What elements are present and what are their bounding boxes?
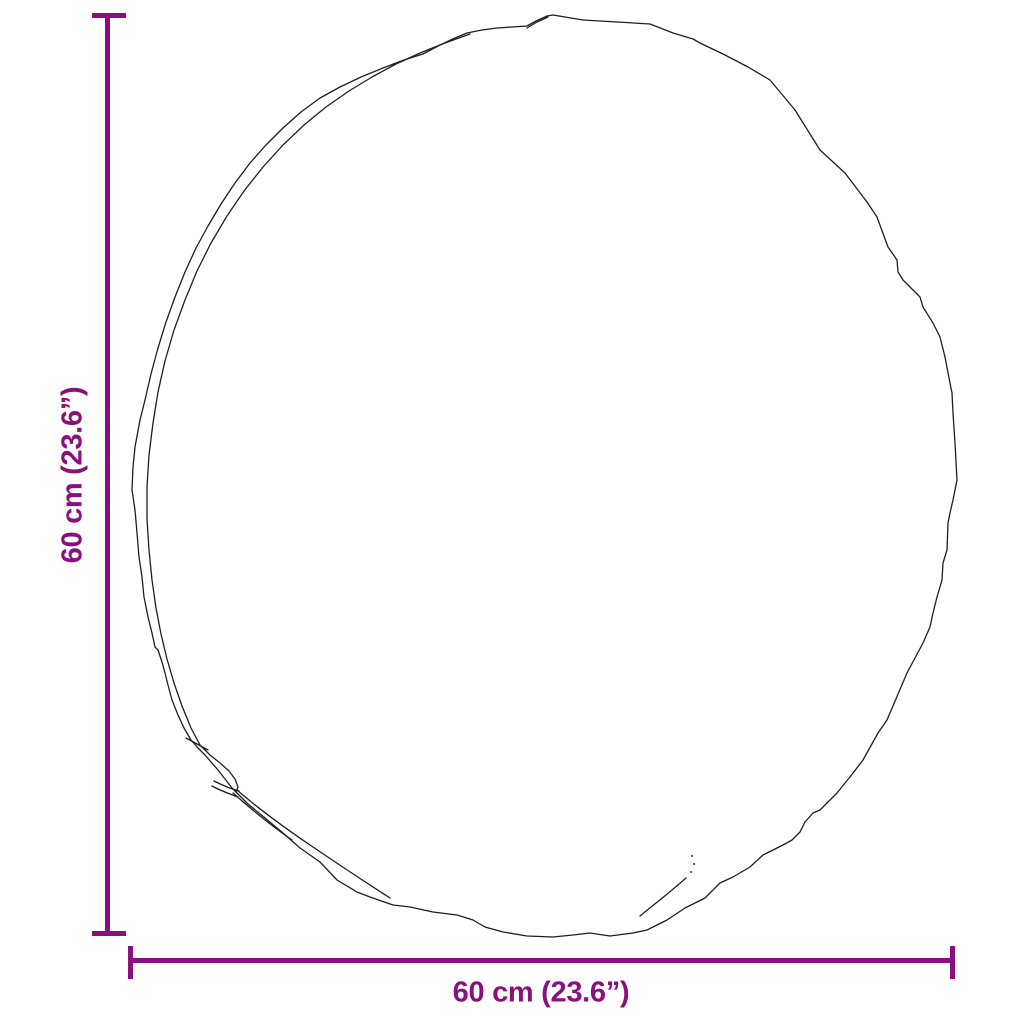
bottom-right-fold-line <box>639 877 687 917</box>
stitch-dot <box>692 862 696 866</box>
fold-tail-short <box>232 792 293 841</box>
width-dimension-cap-right <box>950 946 955 979</box>
height-dimension-label: 60 cm (23.6”) <box>56 386 89 564</box>
top-fold-line <box>526 16 549 29</box>
stitch-dot <box>690 854 694 858</box>
fold-tail-long <box>236 789 391 899</box>
fold-cross-tick <box>185 737 209 751</box>
height-dimension-cap-bottom <box>92 931 126 936</box>
fold-flap-lower <box>211 785 239 798</box>
height-dimension-line <box>105 15 110 934</box>
cushion-seam-line <box>146 33 471 793</box>
stitch-dot <box>689 870 693 874</box>
cushion-outer-outline <box>131 14 958 938</box>
width-dimension-line <box>130 958 953 963</box>
width-dimension-label: 60 cm (23.6”) <box>452 976 630 1009</box>
